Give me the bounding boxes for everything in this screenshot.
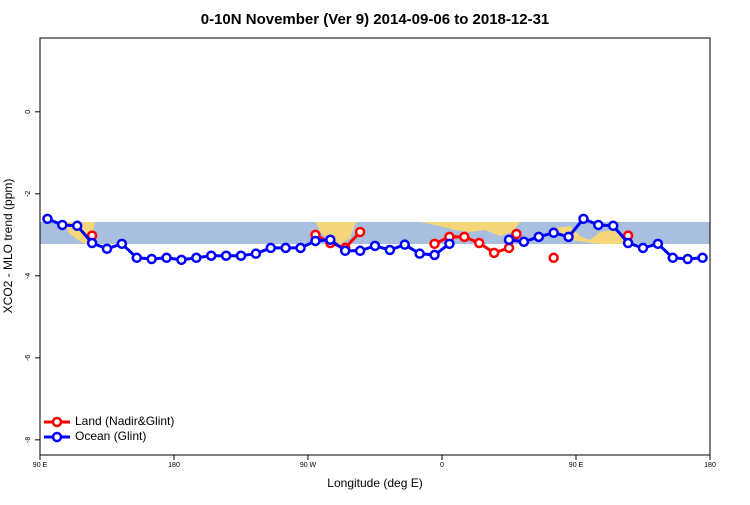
- x-tick-label: 180: [704, 462, 716, 469]
- y-tick-label: -8: [25, 437, 32, 443]
- y-tick-label: 0: [25, 110, 32, 114]
- legend-label: Land (Nadir&Glint): [75, 414, 174, 428]
- data-point: [250, 248, 262, 259]
- x-tick-label: 90 E: [569, 462, 584, 469]
- x-tick-label: 180: [168, 462, 180, 469]
- data-point: [295, 242, 306, 254]
- legend: Land (Nadir&Glint)Ocean (Glint): [44, 414, 174, 443]
- data-point: [265, 242, 277, 254]
- plot-frame: [39, 37, 711, 456]
- data-point: [563, 231, 574, 243]
- data-point: [71, 220, 83, 232]
- data-point: [86, 237, 98, 249]
- data-point: [354, 226, 366, 238]
- series-line: [46, 217, 451, 262]
- x-tick-label: 90 E: [33, 462, 48, 469]
- data-point: [325, 234, 336, 245]
- data-point: [607, 220, 619, 232]
- data-point: [548, 252, 559, 264]
- data-point: [57, 219, 68, 231]
- y-axis-label: XCO2 - MLO trend (ppm): [1, 179, 15, 314]
- x-axis-label: Longitude (deg E): [327, 476, 422, 490]
- data-point: [459, 231, 470, 243]
- data-point: [101, 243, 113, 255]
- data-point: [399, 239, 411, 250]
- data-point: [116, 238, 128, 250]
- data-point: [488, 247, 500, 259]
- data-point: [220, 250, 232, 261]
- data-point: [131, 252, 143, 264]
- chart-title: 0-10N November (Ver 9) 2014-09-06 to 201…: [201, 11, 550, 28]
- x-tick-label: 0: [440, 462, 444, 469]
- data-point: [622, 237, 634, 249]
- data-point: [593, 219, 604, 231]
- data-point: [518, 236, 530, 248]
- data-point: [146, 253, 157, 265]
- data-point: [354, 245, 366, 257]
- data-point: [548, 227, 559, 239]
- x-tick-label: 90 W: [300, 462, 317, 469]
- data-point: [444, 238, 455, 250]
- data-point: [235, 250, 247, 261]
- data-point: [191, 252, 202, 264]
- data-point: [511, 228, 522, 240]
- data-point: [176, 254, 187, 266]
- y-tick-label: -4: [25, 273, 32, 279]
- data-point: [429, 249, 440, 261]
- data-point: [682, 253, 693, 265]
- data-point: [205, 250, 217, 261]
- data-point: [42, 213, 53, 225]
- data-point: [503, 234, 515, 245]
- data-point: [578, 213, 589, 225]
- data-point: [667, 252, 679, 264]
- data-point: [637, 242, 649, 254]
- legend-label: Ocean (Glint): [75, 429, 146, 443]
- data-point: [697, 252, 708, 264]
- data-point: [414, 248, 425, 259]
- data-point: [280, 242, 291, 254]
- y-tick-label: -6: [25, 355, 32, 361]
- data-point: [429, 238, 440, 250]
- legend-swatch-marker: [51, 416, 63, 428]
- data-point: [384, 244, 396, 256]
- data-point: [533, 231, 545, 243]
- data-point: [161, 252, 172, 264]
- data-point: [652, 238, 664, 250]
- legend-swatch-marker: [51, 431, 63, 443]
- data-point: [310, 235, 321, 247]
- data-point: [339, 245, 351, 257]
- data-point: [473, 237, 485, 249]
- data-point: [503, 242, 515, 254]
- y-tick-label: -2: [25, 191, 32, 197]
- data-point: [369, 240, 381, 252]
